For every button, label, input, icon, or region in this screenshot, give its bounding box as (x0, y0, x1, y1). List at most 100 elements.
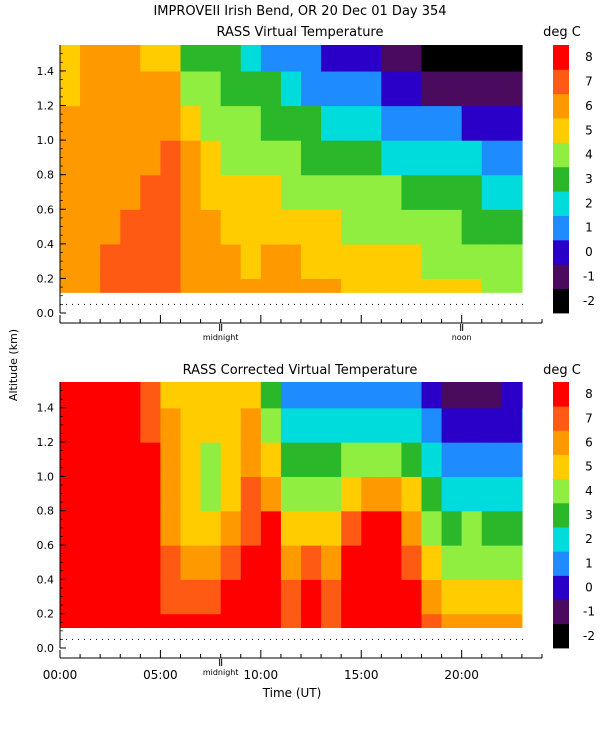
colorbar-swatch (553, 454, 569, 480)
heatmap-cell (60, 70, 81, 107)
heatmap-cell (120, 209, 141, 245)
heatmap-cell (200, 209, 222, 245)
heatmap-cell (481, 579, 503, 615)
colorbar-level-label: 8 (585, 50, 593, 64)
heatmap-cell (280, 278, 302, 293)
heatmap-cell (120, 382, 141, 409)
heatmap-cell (441, 407, 463, 443)
heatmap-cell (140, 476, 162, 512)
heatmap-cell (341, 476, 362, 512)
heatmap-cell (381, 70, 403, 107)
heatmap-cell (260, 278, 282, 293)
heatmap-cell (401, 140, 423, 176)
heatmap-cell (160, 140, 182, 176)
y-tick-label: 1.0 (37, 470, 55, 483)
heatmap-cell (60, 510, 81, 546)
heatmap-cell (521, 442, 523, 477)
heatmap-cell (401, 382, 423, 409)
heatmap-cell (441, 70, 463, 107)
heatmap-cell (441, 105, 463, 141)
heatmap-cell (280, 105, 302, 141)
heatmap-cell (301, 613, 322, 629)
heatmap-cell (321, 407, 342, 443)
y-axis-label: Altitude (km) (7, 329, 20, 401)
heatmap-cell (501, 140, 523, 176)
heatmap-cell (200, 174, 222, 210)
heatmap-cell (160, 278, 182, 293)
heatmap-cell (120, 613, 141, 629)
heatmap-cell (240, 70, 262, 107)
heatmap-cell (180, 476, 202, 512)
heatmap-cell (100, 140, 121, 176)
heatmap-cell (381, 545, 403, 580)
heatmap-cell (100, 278, 121, 293)
panel-title-top: RASS Virtual Temperature (217, 25, 384, 40)
heatmap-cell (481, 545, 503, 580)
y-tick-label: 1.2 (37, 100, 55, 113)
heatmap-cell (521, 105, 523, 141)
heatmap-cell (180, 382, 202, 409)
heatmap-cell (240, 45, 262, 72)
heatmap-cell (280, 613, 302, 629)
plot-panel-top: 0.0 0.2 0.4 0.6 0.8 1.0 1.2 1.4 midnight noon -2 -1… (37, 45, 595, 342)
heatmap-cell (361, 209, 382, 245)
heatmap-cell (260, 105, 282, 141)
heatmap-cell (60, 174, 81, 210)
heatmap-cell (341, 70, 362, 107)
heatmap-cell (160, 407, 182, 443)
colorbar-level-label: 5 (585, 460, 593, 474)
heatmap-cell (301, 382, 322, 409)
heatmap-cell (140, 140, 162, 176)
heatmap-cell (100, 174, 121, 210)
heatmap-cell (80, 140, 101, 176)
heatmap-cell (260, 70, 282, 107)
colorbar-level-label: 4 (585, 148, 593, 162)
heatmap-cell (100, 510, 121, 546)
heatmap-cell (301, 476, 322, 512)
heatmap-cell (120, 278, 141, 293)
heatmap-cell (80, 579, 101, 615)
heatmap-cell (301, 45, 322, 72)
heatmap-cell (240, 209, 262, 245)
figure-title: IMPROVEII Irish Bend, OR 20 Dec 01 Day 3… (153, 4, 446, 19)
midnight-marker-label: midnight (203, 668, 239, 677)
heatmap-cell (200, 140, 222, 176)
heatmap-cell (441, 140, 463, 176)
heatmap-cell (120, 105, 141, 141)
heatmap-cell (140, 510, 162, 546)
heatmap-cell (80, 545, 101, 580)
heatmap-cell (421, 442, 443, 477)
heatmap-cell (521, 209, 523, 245)
heatmap-cell (220, 174, 242, 210)
heatmap-cell (401, 407, 423, 443)
heatmap-cell (521, 613, 523, 629)
heatmap-cell (60, 579, 81, 615)
heatmap-cell (200, 70, 222, 107)
colorbar-swatch (553, 502, 569, 528)
heatmap-cell (260, 407, 282, 443)
heatmap-cell (381, 209, 403, 245)
heatmap-cell (401, 174, 423, 210)
heatmap-cell (361, 579, 382, 615)
heatmap-cell (180, 407, 202, 443)
heatmap-cell (301, 579, 322, 615)
heatmap-cell (501, 613, 523, 629)
heatmap-cell (321, 278, 342, 293)
heatmap-cell (421, 278, 443, 293)
heatmap-cell (461, 510, 483, 546)
colorbar-level-label: 1 (585, 221, 593, 235)
heatmap-cell (240, 476, 262, 512)
heatmap-cell (80, 510, 101, 546)
colorbar-level-label: -1 (583, 605, 595, 619)
heatmap-cell (140, 382, 162, 409)
heatmap-cell (80, 45, 101, 72)
colorbar-level-label: 2 (585, 532, 593, 546)
heatmap-cell (180, 579, 202, 615)
heatmap-cell (361, 70, 382, 107)
heatmap-cell (421, 70, 443, 107)
heatmap-cell (401, 70, 423, 107)
heatmap-cell (180, 140, 202, 176)
colorbar-level-label: 0 (585, 245, 593, 259)
heatmap-cell (521, 278, 523, 293)
plot-panel-bottom: 0.0 0.2 0.4 0.6 0.8 1.0 1.2 1.4 00:00 05:00 10:00 1… (37, 382, 595, 682)
